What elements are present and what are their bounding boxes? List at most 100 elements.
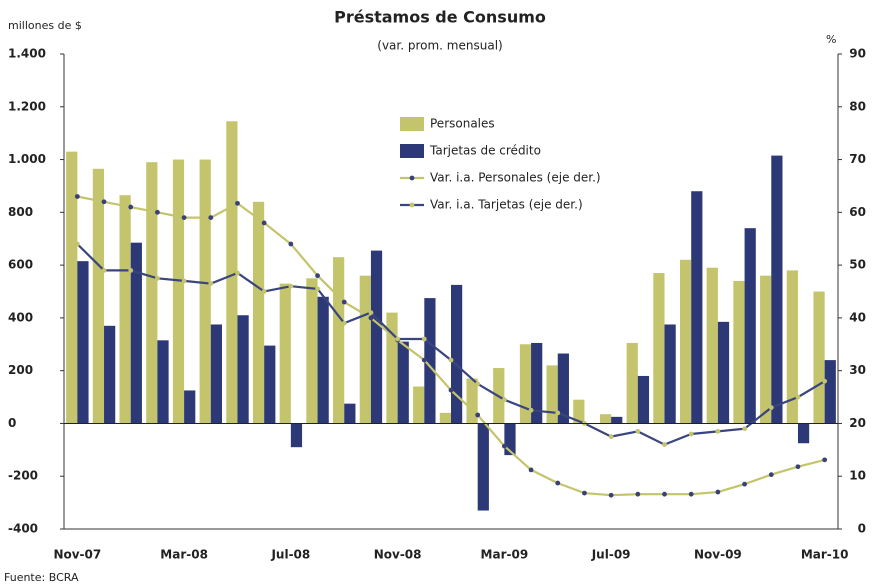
- line-marker: [368, 310, 374, 316]
- y-tick-label: 1.000: [8, 152, 46, 166]
- line-marker: [742, 481, 747, 487]
- line-marker: [315, 286, 320, 292]
- bar: [717, 321, 730, 424]
- x-tick-label: Jul-08: [270, 548, 310, 562]
- line-marker: [288, 241, 294, 247]
- line-marker: [261, 220, 267, 226]
- line-marker: [101, 267, 107, 273]
- line-marker: [315, 273, 320, 279]
- bar: [626, 342, 638, 424]
- y2-tick-label: 40: [849, 310, 866, 324]
- bar: [252, 201, 265, 424]
- x-tick-label: Nov-08: [374, 548, 422, 562]
- line-marker: [768, 405, 774, 411]
- line-marker: [688, 431, 694, 437]
- bar: [210, 324, 223, 424]
- bar: [546, 365, 558, 424]
- bar: [664, 324, 676, 424]
- line-marker: [395, 336, 401, 342]
- line-marker: [235, 270, 240, 276]
- y2-tick-label: 50: [849, 258, 866, 272]
- line-marker: [662, 491, 667, 497]
- line-marker: [421, 336, 427, 342]
- bar: [519, 344, 532, 424]
- y-tick-label: 1.400: [8, 47, 46, 61]
- y2-tick-label: 60: [849, 205, 866, 219]
- legend-swatch: [400, 117, 424, 131]
- line-marker: [795, 394, 801, 400]
- bar: [104, 325, 116, 424]
- bar: [199, 159, 211, 424]
- line-marker: [822, 457, 828, 463]
- bar: [146, 162, 158, 424]
- line-marker: [235, 200, 240, 206]
- legend-label: Personales: [430, 117, 495, 131]
- source: Fuente: BCRA: [4, 571, 79, 584]
- y-tick-label: -200: [8, 469, 38, 483]
- bar: [679, 259, 692, 424]
- y2-tick-label: 70: [849, 152, 866, 166]
- line-marker: [822, 378, 828, 384]
- bar: [264, 345, 276, 424]
- x-tick-label: Mar-09: [481, 548, 529, 562]
- line-marker: [448, 357, 454, 363]
- y2-tick-label: 10: [849, 469, 866, 483]
- y-tick-label: -400: [8, 522, 38, 536]
- x-tick-label: Nov-09: [694, 548, 742, 562]
- x-tick-label: Mar-10: [801, 548, 849, 562]
- line-marker: [768, 472, 774, 478]
- y-tick-label: 1.200: [8, 99, 46, 113]
- line-marker: [208, 281, 214, 286]
- line-marker: [74, 241, 80, 247]
- bar: [611, 416, 623, 424]
- bar: [397, 341, 409, 424]
- line-marker: [582, 490, 587, 496]
- line-marker: [555, 410, 561, 416]
- bar: [466, 378, 478, 424]
- bar: [744, 228, 756, 424]
- line-marker: [555, 480, 561, 486]
- bar: [77, 261, 89, 424]
- y2-tick-label: 30: [849, 363, 866, 377]
- line-marker: [128, 204, 134, 210]
- line-marker: [261, 289, 267, 294]
- y2-axis-label: %: [826, 33, 836, 46]
- bar: [290, 423, 303, 448]
- line-marker: [742, 426, 747, 432]
- line-marker: [528, 407, 534, 413]
- bar: [477, 423, 489, 511]
- bar: [413, 386, 425, 424]
- line-marker: [608, 434, 614, 440]
- bar: [557, 353, 569, 424]
- bar: [813, 291, 825, 424]
- bar: [359, 275, 371, 424]
- bar: [66, 151, 78, 424]
- bar: [531, 342, 543, 424]
- line-marker: [128, 267, 134, 273]
- bar: [184, 390, 196, 424]
- bar: [451, 284, 463, 424]
- y2-tick-label: 90: [849, 47, 866, 61]
- line-marker: [635, 491, 641, 497]
- line-marker: [341, 299, 347, 305]
- bar: [786, 270, 798, 424]
- bar: [653, 273, 665, 424]
- bar: [317, 296, 329, 424]
- bar: [637, 375, 650, 424]
- line-marker: [288, 283, 294, 289]
- line-marker: [475, 381, 481, 387]
- line-marker: [528, 467, 534, 473]
- y-tick-label: 600: [8, 258, 33, 272]
- line-marker: [795, 464, 801, 470]
- bar: [306, 278, 318, 424]
- bar: [599, 414, 612, 424]
- bar: [691, 191, 703, 424]
- bar: [760, 275, 772, 424]
- bar: [92, 168, 105, 424]
- bar: [119, 195, 131, 424]
- bar: [333, 257, 345, 424]
- legend-marker: [409, 175, 415, 181]
- line-marker: [341, 320, 347, 326]
- bar: [733, 280, 745, 424]
- line-marker: [155, 275, 160, 281]
